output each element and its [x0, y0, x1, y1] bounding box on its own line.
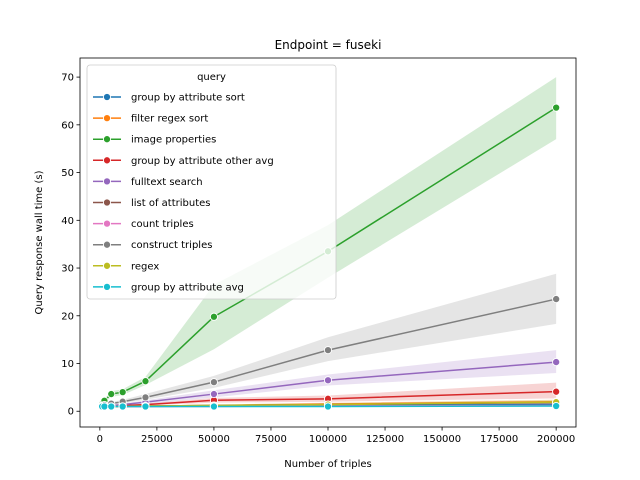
legend-marker-group-by-attribute-avg	[102, 282, 112, 291]
legend: query group by attribute sort filter rege…	[86, 64, 337, 300]
legend-box	[86, 64, 337, 300]
legend-label-construct-triples: construct triples	[131, 240, 212, 251]
legend-marker-image-properties	[102, 135, 112, 144]
x-axis-label: Number of triples	[284, 459, 371, 470]
x-tick-label: 125000	[366, 434, 404, 445]
point-fulltext-search	[209, 390, 218, 399]
point-group-by-attribute-avg	[118, 402, 127, 411]
y-tick-label: 70	[61, 73, 74, 84]
legend-label-list-of-attributes: list of attributes	[131, 198, 211, 209]
y-tick-label: 10	[61, 359, 74, 370]
point-group-by-attribute-avg	[209, 402, 218, 411]
legend-label-group-by-attribute-avg: group by attribute avg	[131, 282, 244, 293]
legend-label-fulltext-search: fulltext search	[131, 177, 203, 188]
chart-title: Endpoint = fuseki	[275, 38, 382, 52]
point-construct-triples	[209, 378, 218, 387]
legend-marker-fulltext-search	[102, 177, 112, 186]
legend-items: group by attribute sort filter regex sort…	[93, 92, 274, 293]
legend-marker-group-by-attribute-sort	[102, 92, 112, 102]
point-construct-triples	[323, 346, 333, 355]
x-tick-label: 175000	[480, 434, 518, 445]
point-group-by-attribute-avg	[323, 402, 333, 411]
point-group-by-attribute-avg	[100, 402, 109, 411]
point-image-properties	[141, 377, 150, 386]
band-construct-triples	[102, 273, 557, 407]
point-fulltext-search	[323, 376, 333, 385]
y-tick-label: 40	[61, 216, 74, 227]
legend-label-count-triples: count triples	[131, 219, 194, 230]
point-construct-triples	[552, 295, 561, 304]
x-tick-label: 150000	[423, 434, 461, 445]
legend-marker-list-of-attributes	[102, 198, 112, 207]
y-tick-label: 30	[61, 264, 74, 275]
series-markers	[98, 103, 561, 411]
legend-title: query	[197, 72, 226, 83]
point-image-properties	[118, 388, 127, 397]
legend-marker-group-by-attribute-other-avg	[102, 156, 112, 165]
legend-label-regex: regex	[131, 261, 159, 272]
y-tick-label: 0	[68, 407, 74, 418]
y-axis-label: Query response wall time (s)	[34, 170, 45, 314]
x-tick-label: 200000	[537, 434, 575, 445]
legend-label-image-properties: image properties	[131, 135, 216, 146]
legend-marker-filter-regex-sort	[102, 114, 112, 123]
legend-marker-regex	[102, 261, 112, 270]
legend-label-filter-regex-sort: filter regex sort	[131, 114, 208, 125]
x-tick-label: 100000	[309, 434, 347, 445]
legend-label-group-by-attribute-other-avg: group by attribute other avg	[131, 156, 274, 167]
point-construct-triples	[141, 393, 150, 402]
point-group-by-attribute-avg	[141, 402, 150, 411]
point-fulltext-search	[552, 358, 561, 367]
y-tick-label: 60	[61, 120, 74, 131]
x-tick-label: 0	[97, 434, 103, 445]
point-group-by-attribute-avg	[552, 401, 561, 411]
x-tick-label: 50000	[198, 434, 230, 445]
point-group-by-attribute-avg	[107, 402, 116, 411]
point-image-properties	[552, 103, 561, 112]
legend-marker-count-triples	[102, 219, 112, 228]
point-image-properties	[107, 390, 116, 399]
y-axis-ticks: 0 10 20 30 40 50 60 70	[61, 73, 80, 418]
y-tick-label: 50	[61, 168, 74, 179]
legend-marker-construct-triples	[102, 240, 112, 249]
plot-area-frame	[79, 57, 577, 428]
point-image-properties	[209, 312, 218, 321]
x-tick-label: 75000	[255, 434, 287, 445]
point-group-by-attribute-other-avg	[552, 387, 561, 396]
legend-label-group-by-attribute-sort: group by attribute sort	[131, 93, 245, 104]
x-tick-label: 25000	[141, 434, 173, 445]
y-tick-label: 20	[61, 311, 74, 322]
x-axis-ticks: 0 25000 50000 75000 100000 125000 150000 175000…	[97, 427, 575, 445]
